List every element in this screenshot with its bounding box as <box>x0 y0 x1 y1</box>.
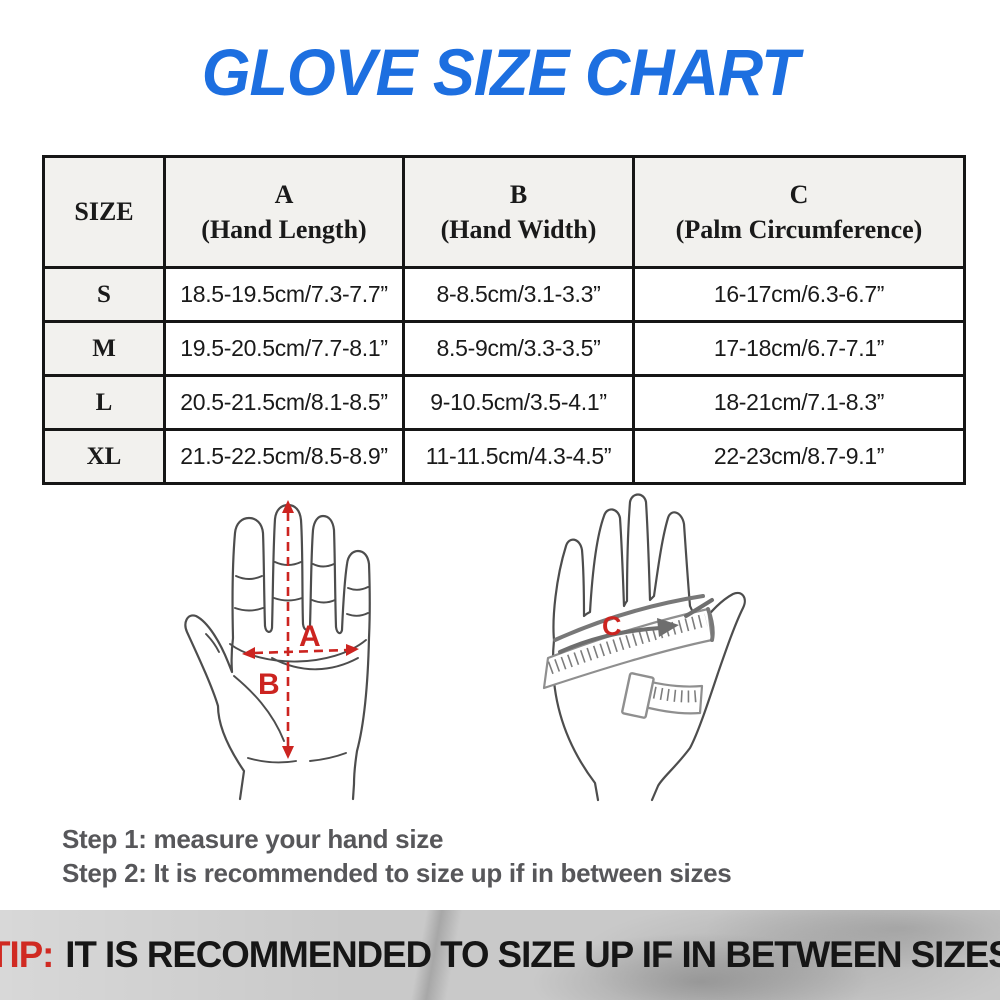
size-label: M <box>42 320 166 377</box>
palm-circumference-diagram: C <box>542 493 746 802</box>
tape-buckle <box>621 672 655 719</box>
tip-message: IT IS RECOMMENDED TO SIZE UP IF IN BETWE… <box>65 934 1000 975</box>
palm-circumference-value: 17-18cm/6.7-7.1” <box>632 320 966 377</box>
tip-text: TIP: IT IS RECOMMENDED TO SIZE UP IF IN B… <box>0 934 1000 976</box>
circumference-arrow <box>558 598 714 654</box>
hand-length-value: 19.5-20.5cm/7.7-8.1” <box>163 320 405 377</box>
label-c: C <box>602 611 622 641</box>
size-chart-table: SIZE A (Hand Length) B (Hand Width) C (P… <box>42 155 966 485</box>
hand-length-value: 21.5-22.5cm/8.5-8.9” <box>163 428 405 485</box>
hand-length-measure-line <box>282 500 294 759</box>
palm-circumference-value: 22-23cm/8.7-9.1” <box>632 428 966 485</box>
hand-width-value: 11-11.5cm/4.3-4.5” <box>402 428 635 485</box>
header-hand-width-letter: B <box>509 179 528 209</box>
palm-circumference-value: 18-21cm/7.1-8.3” <box>632 374 966 431</box>
hand-length-value: 20.5-21.5cm/8.1-8.5” <box>163 374 405 431</box>
header-hand-width-sub: (Hand Width) <box>440 215 597 244</box>
table-row: M 19.5-20.5cm/7.7-8.1” 8.5-9cm/3.3-3.5” … <box>42 320 966 377</box>
table-row: XL 21.5-22.5cm/8.5-8.9” 11-11.5cm/4.3-4.… <box>42 428 966 485</box>
hand-length-width-diagram: A B <box>184 500 371 801</box>
palm-circumference-value: 16-17cm/6.3-6.7” <box>632 266 966 323</box>
header-hand-length-sub: (Hand Length) <box>201 215 367 244</box>
table-row: S 18.5-19.5cm/7.3-7.7” 8-8.5cm/3.1-3.3” … <box>42 266 966 323</box>
page-title-wrap: GLOVE SIZE CHART <box>0 34 1000 110</box>
size-label: XL <box>42 428 166 485</box>
table-row: L 20.5-21.5cm/8.1-8.5” 9-10.5cm/3.5-4.1”… <box>42 374 966 431</box>
label-b: B <box>258 668 280 701</box>
header-size: SIZE <box>42 155 166 269</box>
hand-width-measure-line <box>242 644 359 659</box>
table-header-row: SIZE A (Hand Length) B (Hand Width) C (P… <box>42 155 966 269</box>
header-hand-length-letter: A <box>274 179 294 209</box>
hand-width-value: 8-8.5cm/3.1-3.3” <box>402 266 635 323</box>
header-hand-length: A (Hand Length) <box>163 155 405 269</box>
step-1-text: Step 1: measure your hand size <box>62 824 444 854</box>
header-palm-circumference: C (Palm Circumference) <box>632 155 966 269</box>
header-palm-circumference-letter: C <box>789 179 809 209</box>
header-hand-width: B (Hand Width) <box>402 155 635 269</box>
size-label: L <box>42 374 166 431</box>
hand-width-value: 8.5-9cm/3.3-3.5” <box>402 320 635 377</box>
tip-label: TIP: <box>0 934 54 975</box>
header-palm-circumference-sub: (Palm Circumference) <box>675 215 923 244</box>
measure-steps: Step 1: measure your hand size Step 2: I… <box>62 822 732 890</box>
hand-length-value: 18.5-19.5cm/7.3-7.7” <box>163 266 405 323</box>
tip-banner: TIP: IT IS RECOMMENDED TO SIZE UP IF IN B… <box>0 910 1000 1000</box>
step-2-text: Step 2: It is recommended to size up if … <box>62 858 732 888</box>
size-label: S <box>42 266 166 323</box>
hand-width-value: 9-10.5cm/3.5-4.1” <box>402 374 635 431</box>
label-a: A <box>299 620 321 653</box>
page-title: GLOVE SIZE CHART <box>201 35 800 109</box>
